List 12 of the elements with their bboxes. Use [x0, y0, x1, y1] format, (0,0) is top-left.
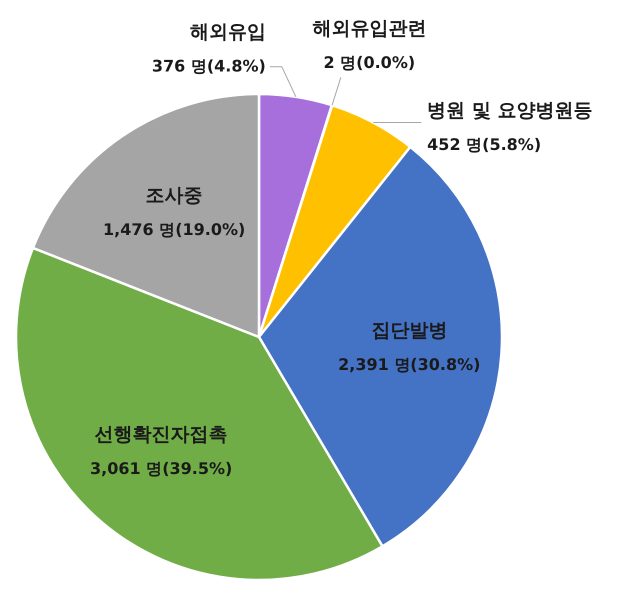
slice-label: 집단발병 — [371, 319, 448, 342]
data-label: 452 명(5.8%) — [427, 135, 542, 154]
data-label: 2 명(0.0%) — [323, 52, 416, 72]
slice-label: 해외유입 — [190, 20, 266, 43]
data-label: 376 명(4.8%) — [152, 56, 266, 76]
slice-label: 병원 및 요양병원등 — [427, 100, 592, 122]
data-label: 3,061 명(39.5%) — [90, 459, 232, 478]
slice-label: 해외유입관련 — [312, 17, 426, 40]
data-label: 2,391 명(30.8%) — [338, 354, 480, 374]
slice-label: 조사중 — [146, 184, 203, 206]
data-label: 1,476 명(19.0%) — [103, 220, 246, 239]
slice-label: 선행확진자접촉 — [94, 424, 228, 446]
